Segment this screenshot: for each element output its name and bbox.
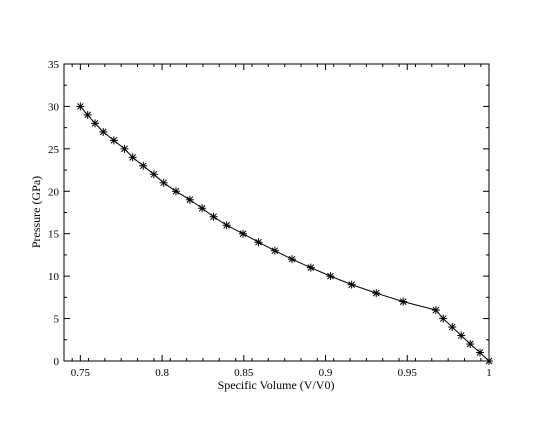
data-point — [372, 289, 381, 298]
y-axis-label: Pressure (GPa) — [29, 176, 43, 248]
data-point — [99, 127, 108, 136]
y-tick-label: 0 — [54, 356, 60, 368]
x-tick-label: 0.95 — [398, 367, 418, 379]
y-tick-label: 30 — [48, 101, 60, 113]
x-tick-label: 0.9 — [319, 367, 333, 379]
series-line — [79, 106, 490, 362]
data-point — [149, 170, 158, 179]
y-tick-label: 20 — [48, 186, 60, 198]
x-tick-label: 1 — [486, 367, 492, 379]
data-point — [466, 340, 475, 349]
data-point — [238, 229, 247, 238]
y-tick-label: 5 — [54, 314, 60, 326]
y-tick-label: 35 — [48, 59, 60, 71]
data-point — [171, 187, 180, 196]
data-point — [439, 314, 448, 323]
data-point — [120, 144, 129, 153]
data-point — [159, 178, 168, 187]
x-tick-label: 0.8 — [155, 367, 169, 379]
x-tick-label: 0.85 — [234, 367, 254, 379]
y-tick-label: 10 — [48, 271, 60, 283]
data-point — [399, 297, 408, 306]
data-point — [485, 357, 493, 365]
data-point — [270, 246, 279, 255]
data-point — [347, 280, 356, 289]
data-point — [128, 153, 137, 162]
data-point — [91, 119, 100, 128]
data-point — [326, 272, 335, 281]
y-tick-label: 25 — [48, 144, 60, 156]
data-point — [476, 348, 485, 357]
x-axis-label: Specific Volume (V/V0) — [218, 378, 335, 392]
data-point — [254, 238, 263, 247]
data-point — [457, 331, 466, 340]
x-tick-label: 0.75 — [71, 367, 91, 379]
data-point — [288, 255, 297, 264]
data-point — [198, 204, 207, 213]
x-axis-ticks: 0.75 0.8 0.85 0.9 0.95 1 — [71, 64, 492, 379]
data-point — [448, 323, 457, 332]
data-point — [306, 263, 315, 272]
plot-frame — [63, 63, 490, 362]
data-point — [83, 110, 92, 119]
data-point — [431, 306, 440, 315]
data-point — [209, 212, 218, 221]
data-point — [76, 102, 85, 111]
y-axis-ticks: 0 5 10 15 20 25 30 35 — [48, 59, 489, 368]
data-point — [109, 136, 118, 145]
data-point — [222, 221, 231, 230]
data-point — [185, 195, 194, 204]
y-tick-label: 15 — [48, 229, 60, 241]
data-markers — [76, 102, 493, 365]
data-point — [139, 161, 148, 170]
